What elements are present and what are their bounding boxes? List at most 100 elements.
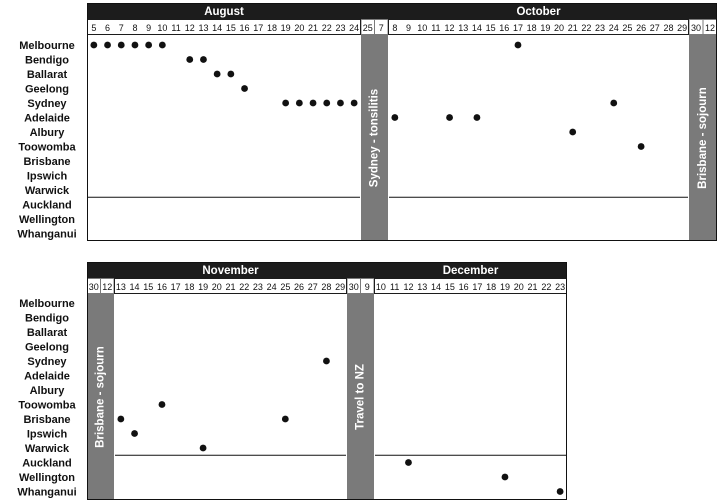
day-label: 21 — [225, 282, 235, 292]
day-label: 18 — [486, 282, 496, 292]
day-cell — [375, 20, 388, 34]
day-label: 12 — [705, 23, 715, 33]
day-label: 17 — [253, 23, 263, 33]
day-cell — [361, 279, 374, 293]
visit-point — [323, 99, 331, 107]
gap-band — [347, 278, 374, 500]
panel-frame — [87, 262, 567, 500]
visit-point — [186, 56, 194, 63]
day-cell — [703, 20, 717, 34]
plot-area — [115, 294, 346, 499]
day-label: 22 — [541, 282, 551, 292]
day-label: 26 — [636, 23, 646, 33]
day-label: 9 — [365, 282, 370, 292]
city-label: Brisbane — [23, 156, 70, 168]
day-label: 14 — [472, 23, 482, 33]
day-row — [88, 20, 360, 34]
day-label: 22 — [322, 23, 332, 33]
day-label: 21 — [568, 23, 578, 33]
city-label: Auckland — [22, 200, 72, 212]
city-label: Bendigo — [25, 55, 69, 67]
panel-bottom: Melbourne Bendigo Ballarat Geelong Sydney Ade… — [17, 262, 567, 500]
day-label: 13 — [417, 282, 427, 292]
day-label: 17 — [513, 23, 523, 33]
gap-band — [87, 278, 114, 500]
gap-label: Brisbane - sojourn — [697, 87, 709, 189]
city-label: Geelong — [25, 342, 69, 354]
city-label: Warwick — [25, 443, 70, 455]
city-label: Ballarat — [27, 327, 68, 339]
day-label: 8 — [392, 23, 397, 33]
day-label: 9 — [406, 23, 411, 33]
plot-area — [88, 35, 360, 240]
visit-point — [131, 430, 138, 437]
city-label: Bendigo — [25, 313, 69, 325]
visit-point — [200, 56, 207, 63]
day-label: 19 — [500, 282, 510, 292]
day-label: 19 — [281, 23, 291, 33]
day-label: 23 — [335, 23, 345, 33]
city-label: Ipswich — [27, 171, 68, 183]
plot-area — [375, 294, 566, 499]
city-label: Sydney — [27, 98, 67, 110]
city-label: Brisbane — [23, 414, 70, 426]
day-label: 13 — [198, 23, 208, 33]
visit-point — [391, 114, 399, 121]
day-label: 12 — [445, 23, 455, 33]
day-label: 28 — [321, 282, 331, 292]
day-label: 27 — [308, 282, 318, 292]
day-row — [115, 279, 346, 293]
visit-point — [637, 143, 645, 150]
visit-point — [405, 459, 412, 466]
day-label: 23 — [595, 23, 605, 33]
day-cell — [87, 279, 100, 293]
day-label: 23 — [253, 282, 263, 292]
day-label: 20 — [294, 23, 304, 33]
day-cell — [101, 279, 114, 293]
day-cell — [347, 279, 360, 293]
day-label: 16 — [240, 23, 250, 33]
visit-point — [350, 99, 358, 107]
gap-label: Brisbane - sojourn — [95, 346, 107, 448]
day-label: 25 — [280, 282, 290, 292]
city-label: Geelong — [25, 84, 69, 96]
gap-band — [361, 19, 388, 241]
day-label: 12 — [102, 282, 112, 292]
visit-point — [158, 41, 166, 49]
visit-point — [610, 99, 618, 107]
day-label: 25 — [363, 23, 373, 33]
day-label: 25 — [622, 23, 632, 33]
city-label: Albury — [30, 385, 66, 397]
city-label: Melbourne — [19, 298, 75, 310]
day-label: 22 — [239, 282, 249, 292]
day-label: 8 — [132, 23, 137, 33]
visit-point — [117, 415, 125, 423]
day-label: 24 — [609, 23, 619, 33]
day-label: 20 — [514, 282, 524, 292]
day-label: 17 — [472, 282, 482, 292]
month-label: December — [443, 265, 499, 277]
city-label: Melbourne — [19, 40, 75, 52]
city-label: Whanganui — [17, 487, 76, 499]
day-label: 23 — [555, 282, 565, 292]
city-label: Ballarat — [27, 69, 68, 81]
day-label: 12 — [185, 23, 195, 33]
city-label: Wellington — [19, 472, 75, 484]
day-label: 30 — [691, 23, 701, 33]
day-label: 11 — [431, 23, 440, 33]
day-cell — [361, 20, 374, 34]
panel-frame — [87, 3, 717, 241]
day-label: 10 — [417, 23, 427, 33]
day-label: 13 — [116, 282, 126, 292]
visit-point — [556, 488, 564, 495]
visit-point — [227, 70, 235, 78]
day-label: 21 — [528, 282, 538, 292]
day-label: 18 — [527, 23, 537, 33]
city-label: Auckland — [22, 458, 72, 470]
day-label: 13 — [458, 23, 468, 33]
day-label: 5 — [91, 23, 96, 33]
visit-point — [199, 444, 207, 452]
day-label: 10 — [376, 282, 386, 292]
day-label: 22 — [581, 23, 591, 33]
